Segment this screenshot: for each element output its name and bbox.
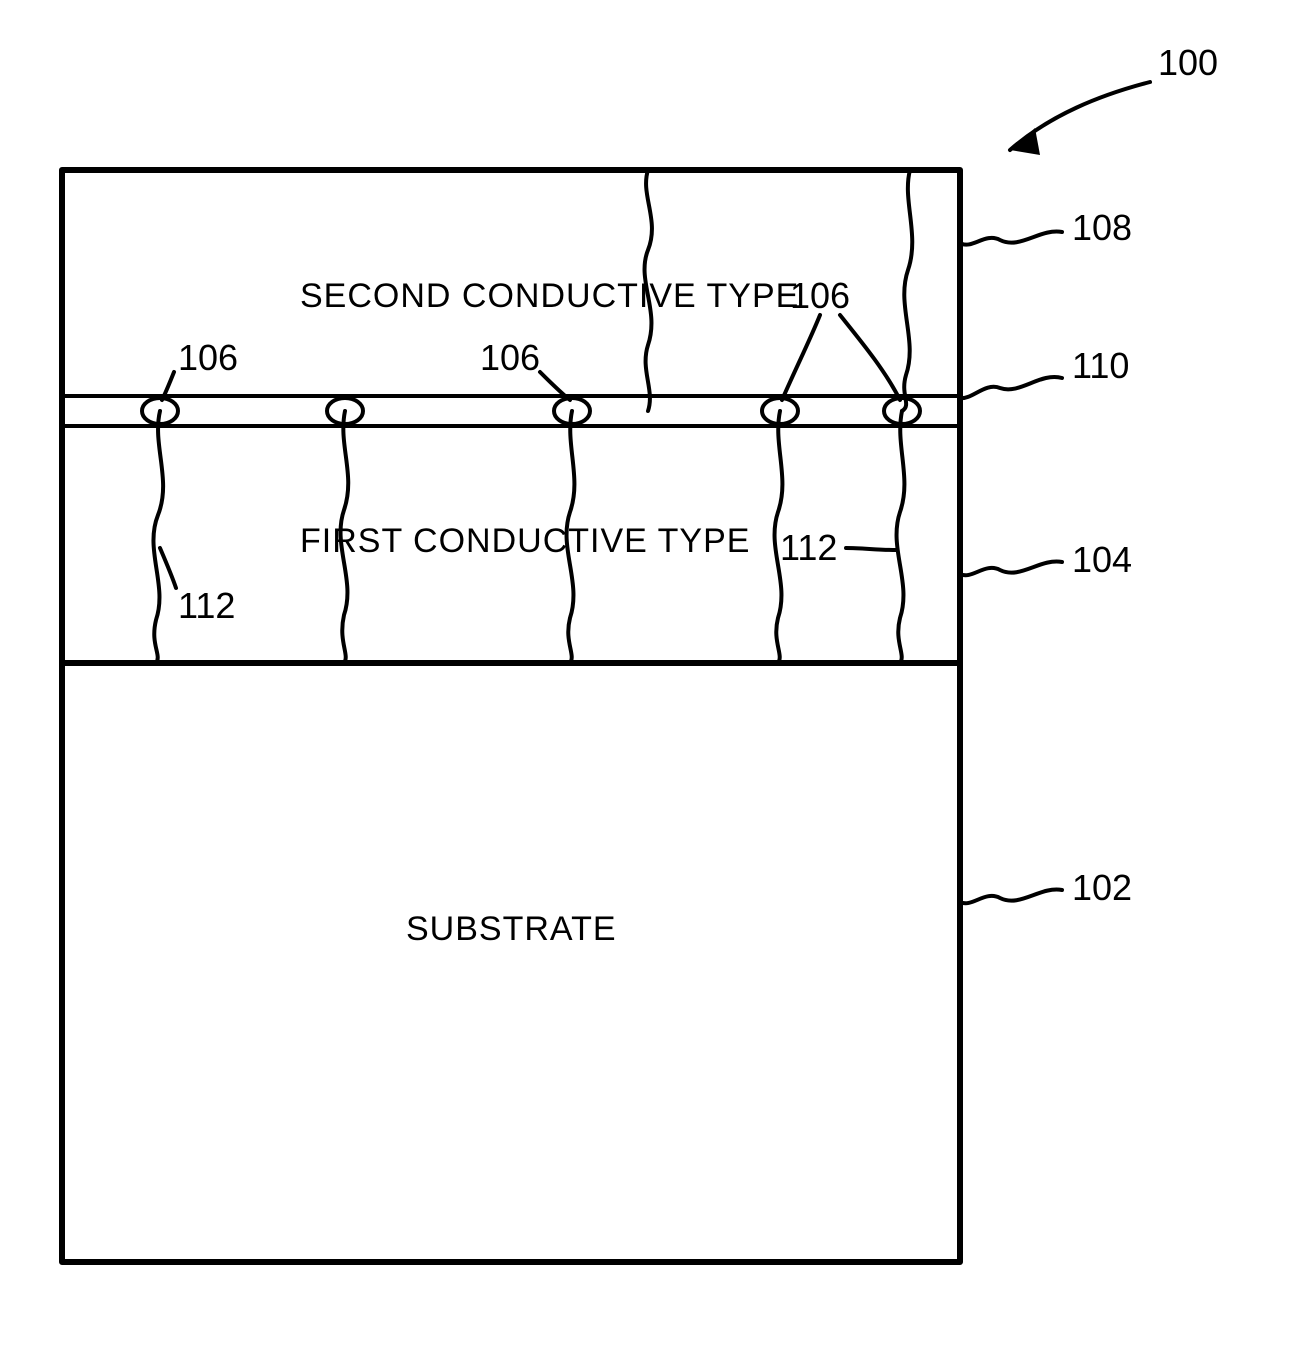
ref-106-left-label: 106	[178, 337, 238, 378]
second-layer-label: SECOND CONDUCTIVE TYPE	[300, 277, 799, 315]
defect-line	[902, 170, 912, 411]
outer-rect	[62, 170, 960, 1262]
ref-104-leader	[960, 562, 1062, 576]
diagram-svg: SECOND CONDUCTIVE TYPE FIRST CONDUCTIVE …	[0, 0, 1297, 1365]
substrate-label: SUBSTRATE	[406, 910, 617, 948]
ref-106-right-label: 106	[790, 275, 850, 316]
junction-dots	[142, 398, 920, 424]
ref-110-leader	[960, 377, 1062, 398]
figure-ref-label: 100	[1158, 42, 1218, 83]
defect-line	[897, 411, 905, 663]
ref-102-label: 102	[1072, 867, 1132, 908]
ref-110-label: 110	[1072, 345, 1129, 386]
arrowhead-icon	[1010, 128, 1040, 155]
ref-106-right-leader-b	[840, 315, 900, 400]
ref-106-mid-label: 106	[480, 337, 540, 378]
ref-104-label: 104	[1072, 539, 1132, 580]
ref-108-label: 108	[1072, 207, 1132, 248]
first-layer-label: FIRST CONDUCTIVE TYPE	[300, 522, 750, 560]
ref-108-leader	[960, 232, 1062, 245]
ref-112-left-label: 112	[178, 585, 235, 626]
ref-102-leader	[960, 890, 1062, 904]
defect-line	[153, 411, 163, 663]
ref-112-left-leader	[160, 548, 176, 588]
ref-112-right-leader	[846, 548, 896, 550]
ref-106-right-leader-a	[782, 315, 820, 400]
ref-112-right-label: 112	[780, 527, 837, 568]
